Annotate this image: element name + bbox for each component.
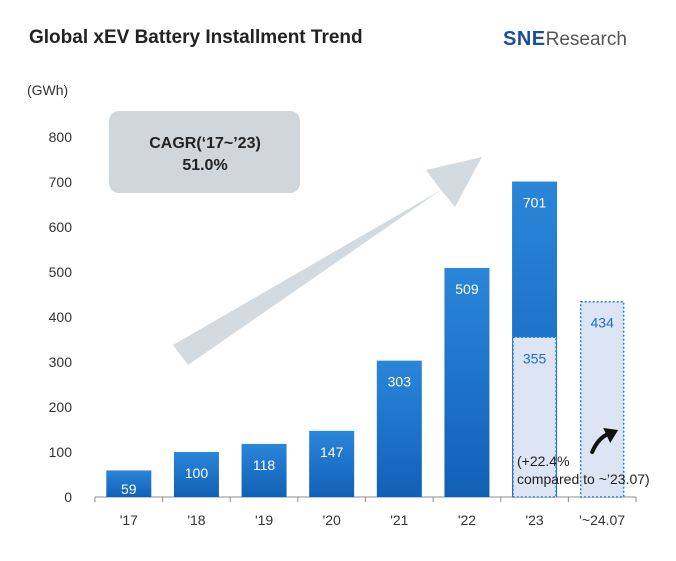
y-tick-label: 700 <box>49 174 73 190</box>
partial-2023-label: 355 <box>523 350 547 366</box>
bar-value-label: 59 <box>121 481 137 497</box>
bar-value-label: 147 <box>320 444 344 460</box>
bar <box>173 452 219 497</box>
x-tick-label: '19 <box>255 512 273 528</box>
bar <box>106 470 152 497</box>
y-axis-unit: (GWh) <box>27 82 69 98</box>
logo-research-text: Research <box>545 29 627 50</box>
bar <box>241 443 287 497</box>
partial-2023-bar <box>512 336 557 498</box>
bar-value-label: 434 <box>591 315 615 331</box>
x-tick-label: '17 <box>120 512 138 528</box>
comparison-line-2: compared to ~’23.07) <box>517 471 650 487</box>
growth-arrow-head <box>603 428 619 443</box>
x-tick-label: '21 <box>390 512 408 528</box>
x-tick-label: '20 <box>323 512 341 528</box>
bar-value-label: 100 <box>185 465 209 481</box>
bar <box>309 430 355 497</box>
y-tick-label: 500 <box>49 264 73 280</box>
comparison-line-1: (+22.4% <box>517 453 570 469</box>
y-tick-label: 400 <box>49 309 73 325</box>
logo-sne-text: SNE <box>503 28 546 50</box>
x-tick-label: '23 <box>525 512 543 528</box>
cagr-box <box>109 111 300 193</box>
chart-title: Global xEV Battery Installment Trend <box>29 27 363 48</box>
bar-value-label: 509 <box>455 281 479 297</box>
bar <box>376 360 422 497</box>
y-tick-label: 300 <box>49 354 73 370</box>
bar <box>444 267 490 497</box>
y-tick-label: 100 <box>49 444 73 460</box>
x-tick-label: '~24.07 <box>579 512 625 528</box>
bar-value-label: 701 <box>523 195 547 211</box>
cagr-label: CAGR(‘17~’23) <box>149 135 261 152</box>
bar-2024-ytd <box>579 300 625 498</box>
x-tick-label: '18 <box>187 512 205 528</box>
x-tick-label: '22 <box>458 512 476 528</box>
y-tick-label: 200 <box>49 399 73 415</box>
y-tick-label: 600 <box>49 219 73 235</box>
bar-value-label: 303 <box>388 374 412 390</box>
y-tick-label: 800 <box>49 129 73 145</box>
cagr-trend-arrow <box>173 157 482 365</box>
y-tick-label: 0 <box>64 489 72 505</box>
cagr-value: 51.0% <box>182 157 227 174</box>
sne-research-logo: SNEResearch <box>503 28 627 51</box>
bar-value-label: 118 <box>253 457 276 473</box>
